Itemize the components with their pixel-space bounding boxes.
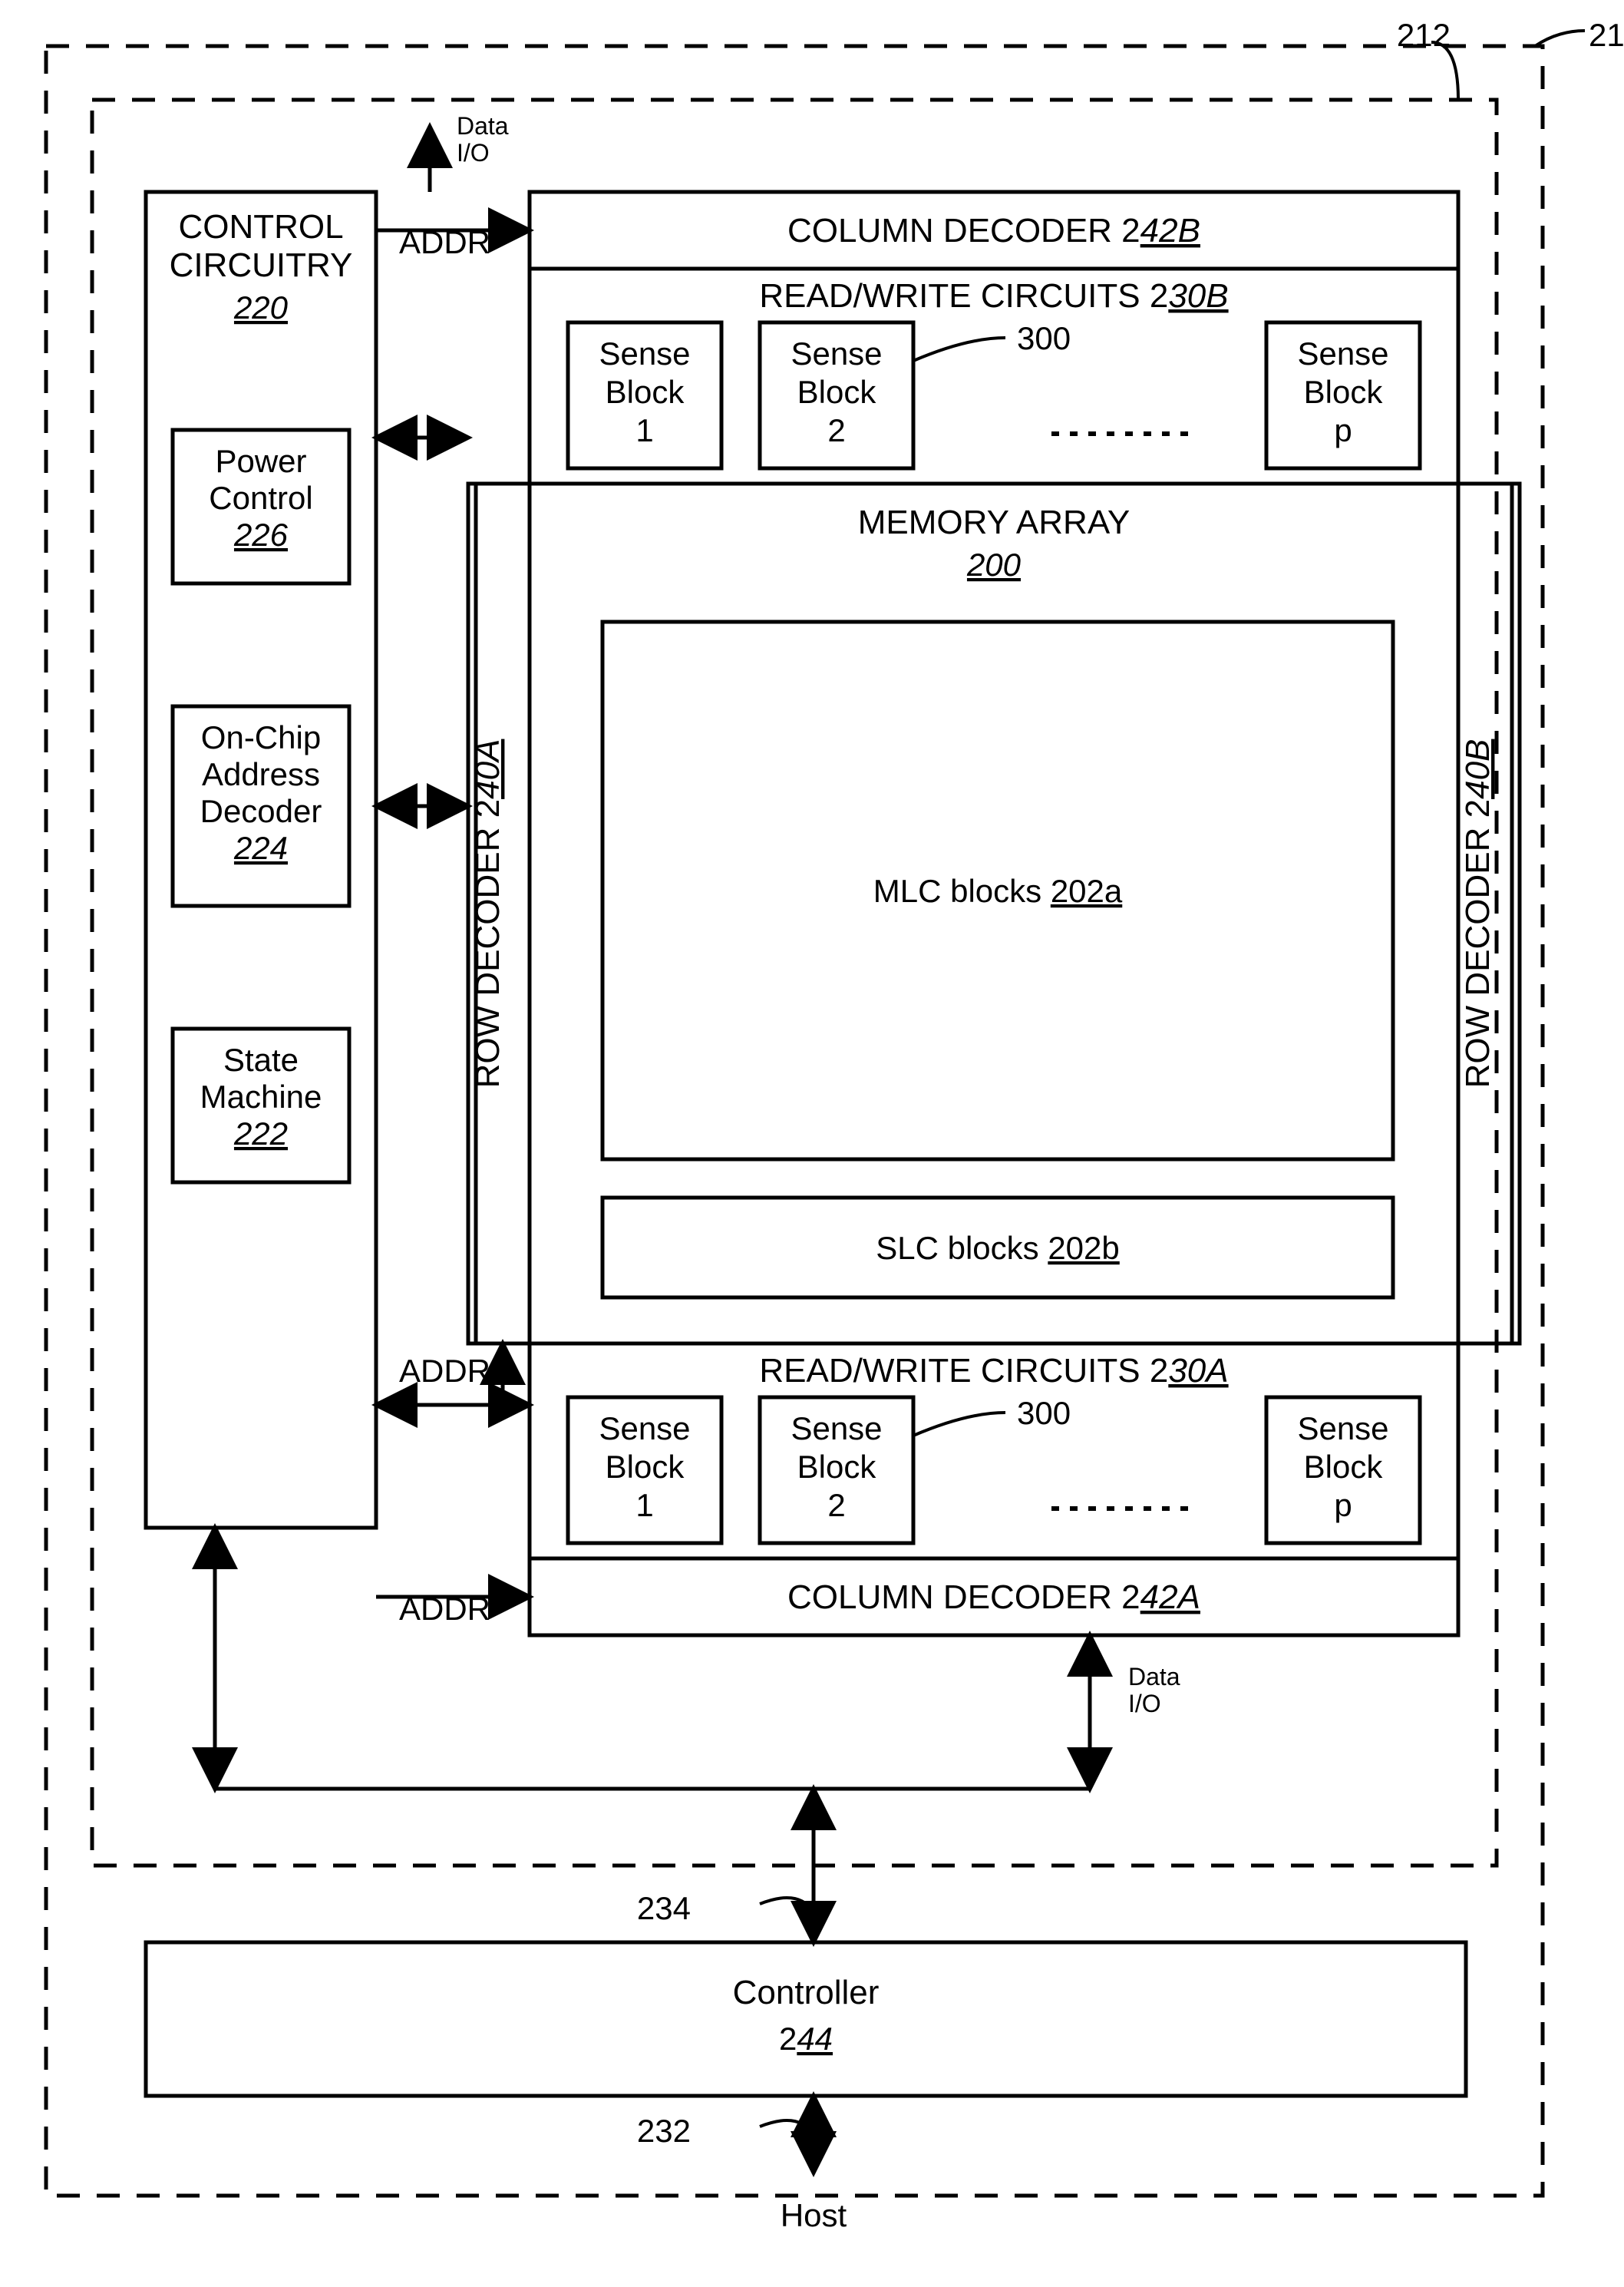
control-title2: CIRCUITRY [170,246,353,284]
svg-text:Sense: Sense [599,335,690,372]
svg-text:Block: Block [1304,374,1384,410]
svg-text:Sense: Sense [599,1410,690,1446]
row-decoder-b-label: ROW DECODER 240B [1459,739,1497,1089]
ref-232: 232 [637,2113,691,2149]
svg-text:2: 2 [827,1487,845,1523]
mlc-label: MLC blocks 202a [873,873,1123,909]
control-title1: CONTROL [178,208,343,246]
svg-text:p: p [1334,1487,1352,1523]
dataio-top-1: Data [457,112,509,140]
memory-array-box [476,484,1512,1343]
svg-text:1: 1 [635,412,653,448]
controller-box [146,1942,1466,2096]
svg-text:226: 226 [233,517,289,553]
svg-text:p: p [1334,412,1352,448]
leader-232 [760,2120,814,2134]
svg-text:Block: Block [606,374,685,410]
ref-300-top: 300 [1017,320,1071,356]
ref-300-bot: 300 [1017,1395,1071,1431]
svg-text:224: 224 [233,830,288,866]
leader-234 [760,1898,814,1912]
svg-text:Block: Block [797,1449,877,1485]
controller-ref: 244 [779,2021,833,2057]
rw-b-label: READ/WRITE CIRCUITS 230B [759,277,1228,315]
svg-text:Block: Block [1304,1449,1384,1485]
svg-text:Block: Block [606,1449,685,1485]
controller-label: Controller [733,1974,880,2011]
svg-text:Machine: Machine [200,1079,322,1115]
dataio-bot-1: Data [1128,1663,1180,1690]
dataio-top-2: I/O [457,139,490,167]
column-decoder-b-label: COLUMN DECODER 242B [787,212,1200,250]
svg-text:Block: Block [797,374,877,410]
svg-text:222: 222 [233,1115,288,1152]
leader-300-bot [913,1413,1005,1436]
ref-212: 212 [1397,17,1451,53]
dataio-bot-2: I/O [1128,1690,1161,1717]
memory-array-ref: 200 [966,547,1022,583]
column-decoder-a-label: COLUMN DECODER 242A [787,1578,1200,1616]
svg-text:Sense: Sense [1297,335,1388,372]
svg-text:State: State [223,1042,299,1078]
rw-a-label: READ/WRITE CIRCUITS 230A [759,1352,1228,1390]
svg-text:Sense: Sense [791,335,882,372]
host-label: Host [781,2197,847,2233]
svg-text:Address: Address [202,756,320,792]
ref-234: 234 [637,1890,691,1926]
ref-210: 210 [1589,17,1624,53]
control-ref: 220 [233,289,289,326]
addr-left: ADDR [399,1353,490,1389]
svg-text:1: 1 [635,1487,653,1523]
svg-text:2: 2 [827,412,845,448]
memory-array-label: MEMORY ARRAY [858,504,1131,541]
svg-text:Sense: Sense [1297,1410,1388,1446]
svg-text:Decoder: Decoder [200,793,322,829]
svg-text:Power: Power [215,443,306,479]
svg-text:Control: Control [209,480,312,516]
svg-text:Sense: Sense [791,1410,882,1446]
leader-300-top [913,338,1005,361]
svg-text:On-Chip: On-Chip [201,719,321,755]
leader-210 [1535,31,1585,46]
slc-label: SLC blocks 202b [876,1230,1120,1266]
